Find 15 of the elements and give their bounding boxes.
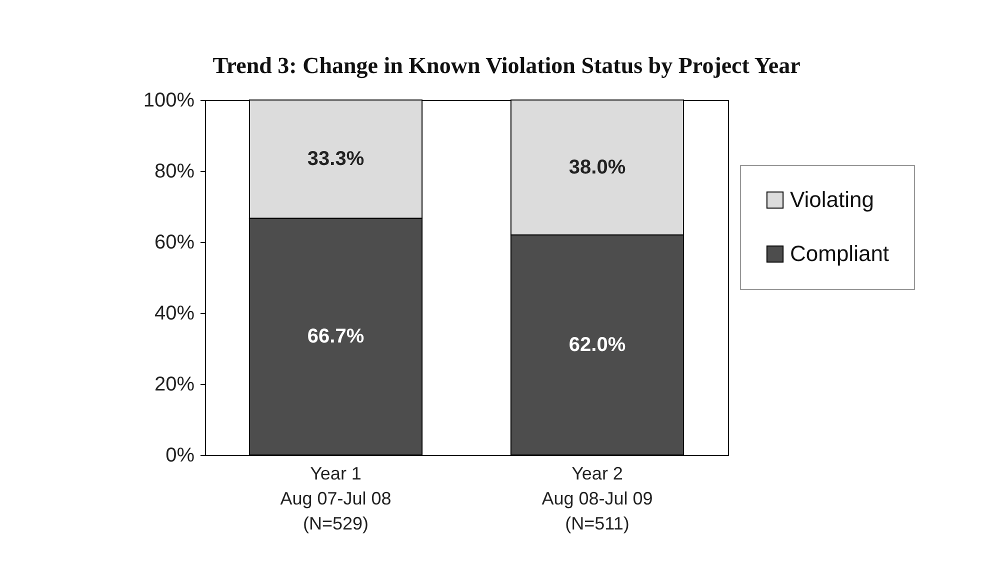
y-tick-label: 80%: [154, 160, 195, 182]
y-tick-label: 0%: [166, 444, 195, 466]
data-label: 62.0%: [568, 334, 626, 356]
y-tick-label: 40%: [154, 302, 195, 324]
y-tick-label: 100%: [143, 90, 195, 112]
data-label: 38.0%: [568, 156, 626, 178]
y-tick-label: 20%: [154, 374, 195, 396]
data-label: 66.7%: [307, 326, 364, 348]
chart-title: Trend 3: Change in Known Violation Status by Project Year: [212, 53, 800, 79]
y-tick-label: 60%: [154, 232, 195, 254]
legend-label: Compliant: [790, 241, 890, 266]
data-label: 33.3%: [307, 148, 364, 170]
x-tick-label: Year 1 Aug 07-Jul 08 (N=529): [280, 464, 392, 534]
legend-label: Violating: [790, 187, 874, 212]
x-tick-label: Year 2 Aug 08-Jul 09 (N=511): [542, 464, 653, 534]
